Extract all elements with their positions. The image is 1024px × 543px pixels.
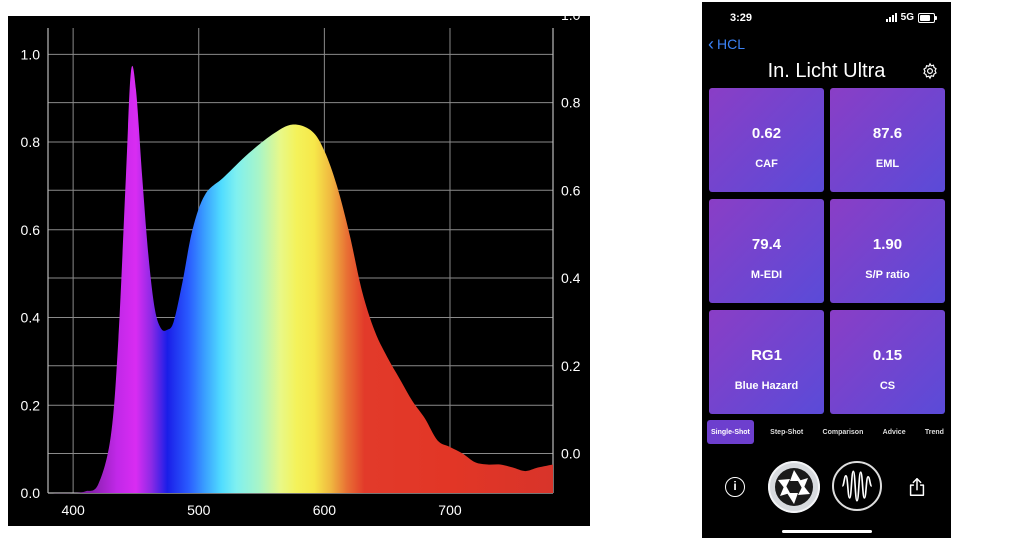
info-icon[interactable]: i [725,477,745,497]
tile-cs[interactable]: 0.15 CS [830,310,945,414]
chevron-left-icon: ‹ [708,34,714,54]
spectrum-area [48,65,553,494]
y-left-tick-label: 1.0 [21,46,41,62]
y-right-tick-label: 1.0 [561,16,581,23]
waveform-icon[interactable] [832,461,882,511]
tile-value: 1.90 [872,236,903,253]
x-tick-label: 700 [438,502,462,518]
status-right: 5G [885,12,937,23]
tile-label: M-EDI [750,269,783,281]
home-indicator [782,530,872,533]
y-left-tick-label: 0.4 [21,310,41,326]
aperture-icon[interactable] [768,461,820,513]
y-left-tick-label: 0.8 [21,134,41,150]
y-right-tick-label: 0.8 [561,95,581,111]
tile-label: S/P ratio [865,269,910,281]
tab-trend[interactable]: Trend [924,428,944,436]
tab-comparison[interactable]: Comparison [822,428,864,436]
network-label: 5G [900,12,914,23]
x-tick-label: 400 [61,502,85,518]
y-right-tick-label: 0.4 [561,270,581,286]
tile-value: 0.15 [872,347,903,364]
spectrum-chart: 400 500 600 700 0.0 0.2 0.4 0.6 0.8 1.0 0.0 0.2 0.4 0… [8,16,590,526]
tile-blue-hazard[interactable]: RG1 Blue Hazard [709,310,824,414]
tile-value: 87.6 [872,125,903,142]
tab-step-shot[interactable]: Step-Shot [770,428,804,436]
tile-caf[interactable]: 0.62 CAF [709,88,824,192]
tile-label: EML [875,158,900,170]
gear-icon[interactable] [921,62,939,80]
y-right-tick-label: 0.6 [561,182,581,198]
y-right-tick-label: 0.0 [561,446,581,462]
bottom-toolbar: i [702,458,951,518]
y-right-tick-label: 0.2 [561,358,581,374]
back-button[interactable]: ‹ HCL [708,34,746,54]
metric-grid: 0.62 CAF 87.6 EML 79.4 M-EDI 1.90 S/P ra… [709,88,945,414]
x-tick-label: 500 [187,502,211,518]
tile-eml[interactable]: 87.6 EML [830,88,945,192]
mode-tabs: Single-Shot Step-Shot Comparison Advice … [707,420,947,444]
tile-value: 79.4 [751,236,782,253]
tab-advice[interactable]: Advice [882,428,906,436]
tab-single-shot[interactable]: Single-Shot [707,420,754,444]
back-label: HCL [717,36,746,52]
signal-icon [885,13,897,22]
battery-icon [918,12,937,23]
tile-m-edi[interactable]: 79.4 M-EDI [709,199,824,303]
tile-value: RG1 [751,347,782,364]
share-icon[interactable] [906,476,928,498]
spectrum-chart-svg: 400 500 600 700 0.0 0.2 0.4 0.6 0.8 1.0 0.0 0.2 0.4 0… [21,16,581,518]
tile-value: 0.62 [751,125,782,142]
y-left-tick-label: 0.0 [21,485,41,501]
y-left-tick-label: 0.2 [21,397,41,413]
tile-label: Blue Hazard [734,380,799,392]
tile-label: CAF [755,158,778,170]
y-left-tick-label: 0.6 [21,222,41,238]
page-title: In. Licht Ultra [767,60,886,82]
tile-sp-ratio[interactable]: 1.90 S/P ratio [830,199,945,303]
status-bar: 3:29 5G [702,12,951,28]
phone-screen: 3:29 5G ‹ HCL In. Licht Ultra 0.62 CAF 8… [702,2,951,538]
tile-label: CS [879,380,896,392]
x-tick-label: 600 [313,502,337,518]
status-time: 3:29 [730,12,753,24]
